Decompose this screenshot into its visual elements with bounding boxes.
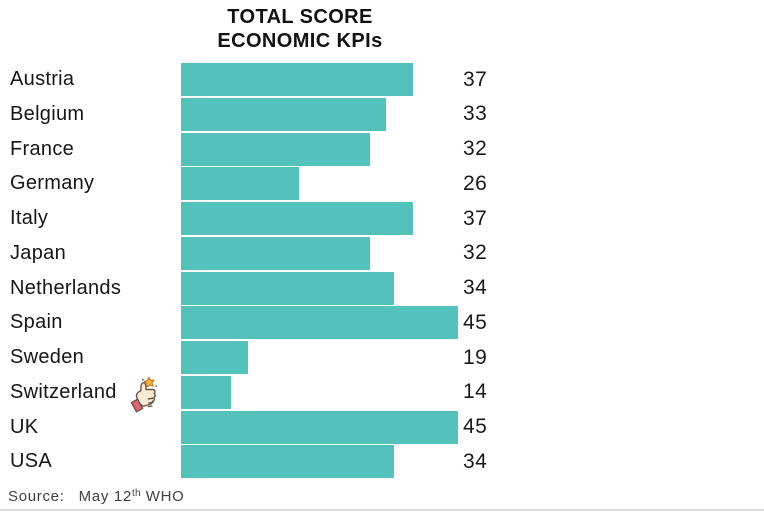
category-label: Netherlands [10, 272, 121, 305]
chart-title: TOTAL SCORE ECONOMIC KPIs [140, 6, 460, 53]
category-label-text: USA [10, 450, 53, 473]
chart-row: Netherlands 34 [0, 271, 764, 307]
source-date: May 12 [78, 488, 132, 505]
category-label: Spain [10, 306, 63, 339]
bar [181, 445, 394, 479]
category-label-text: Germany [10, 172, 95, 195]
category-label: USA [10, 445, 52, 478]
bottom-divider [0, 509, 764, 511]
chart-row: Spain 45 [0, 306, 764, 341]
chart-title-line1: TOTAL SCORE [227, 6, 373, 28]
category-label: Sweden [10, 341, 84, 374]
value-label: 45 [463, 310, 488, 334]
chart-title-line2: ECONOMIC KPIs [217, 29, 383, 52]
value-label: 26 [463, 171, 488, 195]
value-label: 32 [463, 241, 488, 265]
chart-rows: Austria 37 Belgium 33 France 32 Germany 26 Italy… [0, 63, 764, 480]
value-label: 37 [463, 67, 488, 91]
bar [181, 306, 458, 340]
chart-row: USA 34 [0, 445, 764, 480]
category-label: Austria [10, 63, 74, 96]
category-label-text: Switzerland [10, 380, 117, 403]
bar [181, 410, 458, 444]
category-label: UK [10, 411, 38, 444]
value-label: 14 [463, 380, 488, 404]
bar [181, 236, 370, 270]
bar [181, 202, 413, 235]
bar [181, 132, 370, 166]
source-org: WHO [145, 488, 185, 505]
category-label-text: France [10, 137, 75, 160]
category-label: Japan [10, 237, 66, 270]
value-label: 34 [463, 449, 488, 473]
category-label: France [10, 133, 74, 166]
chart-row: Switzerland 14 [0, 375, 764, 413]
category-label: Germany [10, 167, 94, 200]
value-label: 32 [463, 137, 488, 160]
source-label: Source: [8, 488, 65, 505]
chart-row: Italy 37 [0, 202, 764, 237]
bar [181, 97, 386, 131]
value-label: 34 [463, 276, 488, 299]
category-label-text: Spain [10, 311, 63, 334]
category-label-text: Netherlands [10, 276, 122, 299]
category-label-text: Japan [10, 241, 66, 264]
category-label-text: UK [10, 415, 39, 438]
source-note: Source: May 12 th WHO [8, 488, 185, 505]
value-label: 45 [463, 415, 488, 438]
chart-row: Sweden 19 [0, 341, 764, 376]
value-label: 37 [463, 206, 488, 230]
bar [181, 167, 299, 201]
source-date-superscript: th [132, 488, 141, 499]
chart-row: France 32 [0, 132, 764, 168]
chart-row: Japan 32 [0, 236, 764, 272]
value-label: 19 [463, 345, 488, 369]
chart-row: Belgium 33 [0, 97, 764, 133]
category-label-text: Belgium [10, 102, 85, 125]
chart-row: Austria 37 [0, 63, 764, 98]
category-label-text: Italy [10, 207, 49, 229]
category-label-text: Austria [10, 68, 75, 90]
chart-row: UK 45 [0, 410, 764, 446]
category-label: Belgium [10, 98, 84, 131]
chart-row: Germany 26 [0, 167, 764, 202]
category-label-text: Sweden [10, 346, 85, 368]
bar [181, 341, 248, 374]
thumbs-up-star-icon [126, 376, 159, 415]
bar [181, 375, 231, 409]
bar [181, 271, 394, 305]
category-label: Italy [10, 202, 48, 235]
bar [181, 63, 413, 96]
value-label: 33 [463, 102, 488, 126]
category-label: Switzerland [10, 376, 159, 413]
